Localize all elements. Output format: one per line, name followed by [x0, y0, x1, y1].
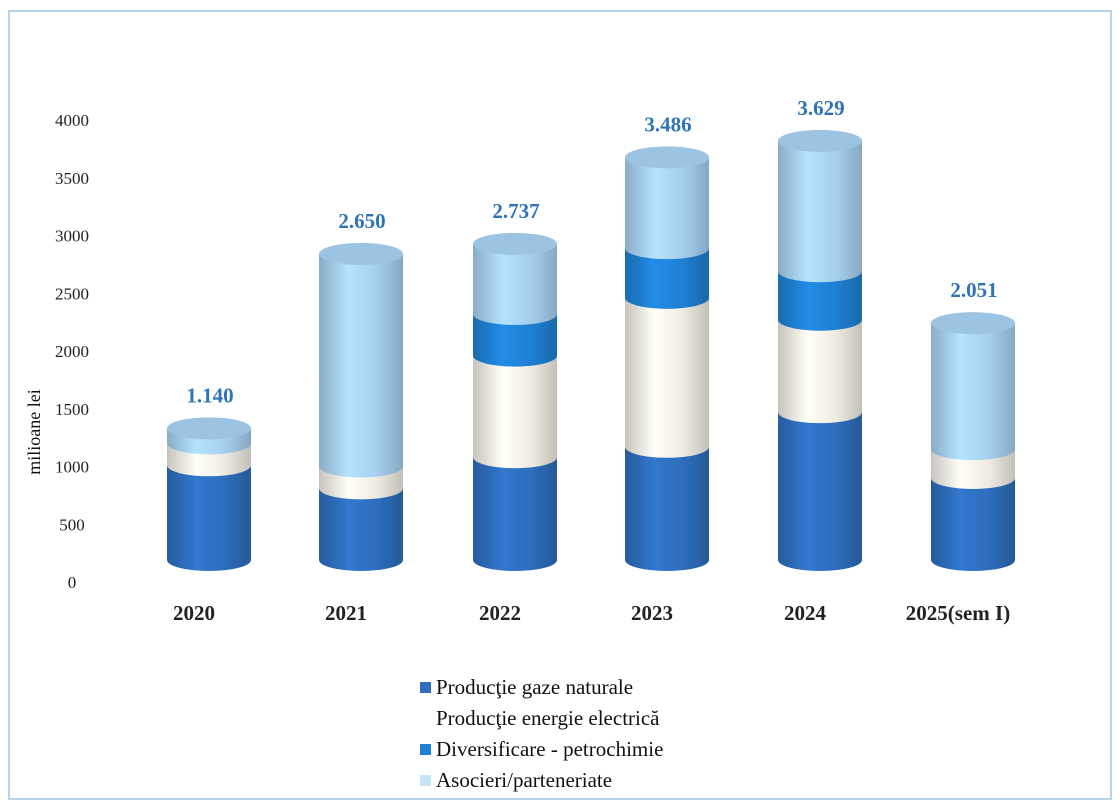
- bar-top-cap: [319, 242, 403, 265]
- bar-segment: [931, 323, 1015, 461]
- legend-label-gaze: Producţie gaze naturale: [436, 675, 634, 699]
- bar-segment: [319, 488, 403, 571]
- bar-segment: [473, 243, 557, 325]
- bar-segment: [778, 319, 862, 424]
- legend-item-petrochimie: Diversificare - petrochimie: [420, 734, 780, 765]
- total-label: 2.051: [950, 278, 997, 302]
- legend-item-energie: Producţie energie electrică: [420, 703, 780, 734]
- bar-top-cap: [625, 146, 709, 169]
- bar-segment: [473, 457, 557, 571]
- category-label: 2025(sem I): [906, 601, 1010, 625]
- category-label: 2024: [784, 601, 827, 625]
- bar-segment: [167, 465, 251, 571]
- legend-label-petrochimie: Diversificare - petrochimie: [436, 737, 664, 761]
- y-axis-label: milioane lei: [24, 389, 44, 474]
- chart-frame: [8, 10, 1112, 800]
- bar-segment: [473, 313, 557, 367]
- legend-swatch-asocieri: [420, 775, 431, 786]
- stacked-cylinder-chart: milioane lei 0 500 1000 1500 2000 2500 3000 3500…: [24, 96, 1015, 625]
- legend-swatch-gaze: [420, 682, 431, 693]
- bar-segment: [931, 449, 1015, 489]
- y-tick-label: 0: [68, 573, 77, 592]
- total-label: 2.737: [492, 199, 539, 223]
- total-label: 2.650: [338, 209, 385, 233]
- y-tick-label: 1000: [55, 458, 89, 477]
- bar-segment: [778, 140, 862, 283]
- y-tick-label: 3500: [55, 169, 89, 188]
- legend: Producţie gaze naturale Producţie energi…: [420, 672, 780, 796]
- legend-label-energie: Producţie energie electrică: [436, 706, 660, 730]
- y-tick-label: 500: [59, 515, 85, 534]
- bar-top-cap: [778, 129, 862, 152]
- category-label: 2022: [479, 601, 521, 625]
- legend-item-asocieri: Asocieri/parteneriate: [420, 765, 780, 796]
- bar-top-cap: [167, 417, 251, 440]
- category-label: 2021: [325, 601, 367, 625]
- legend-item-gaze: Producţie gaze naturale: [420, 672, 780, 703]
- y-tick-label: 1500: [55, 400, 89, 419]
- bar-top-cap: [931, 312, 1015, 335]
- y-tick-label: 3000: [55, 227, 89, 246]
- category-label: 2023: [631, 601, 673, 625]
- y-tick-label: 4000: [55, 111, 89, 130]
- bar-segment: [625, 446, 709, 571]
- legend-label-asocieri: Asocieri/parteneriate: [436, 768, 613, 792]
- legend-swatch-energie: [420, 713, 431, 724]
- legend-swatch-petrochimie: [420, 744, 431, 755]
- category-label: 2020: [173, 601, 215, 625]
- bar-segment: [625, 297, 709, 458]
- y-tick-label: 2000: [55, 342, 89, 361]
- bar-segment: [778, 271, 862, 331]
- bar-segment: [778, 412, 862, 571]
- total-label: 1.140: [186, 383, 233, 407]
- bar-segment: [319, 253, 403, 478]
- bar-top-cap: [473, 232, 557, 255]
- y-tick-label: 2500: [55, 284, 89, 303]
- bar-segment: [473, 355, 557, 469]
- total-label: 3.486: [644, 112, 691, 136]
- total-label: 3.629: [797, 96, 844, 120]
- bar-segment: [931, 477, 1015, 571]
- bar-segment: [625, 248, 709, 309]
- bar-segment: [625, 157, 709, 260]
